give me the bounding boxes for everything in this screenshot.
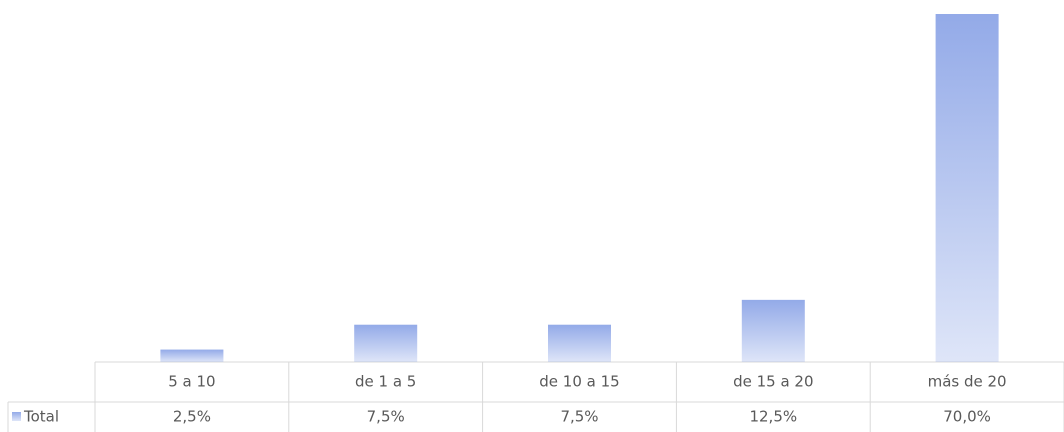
- value-label: 2,5%: [173, 408, 211, 426]
- legend-label: Total: [23, 408, 59, 426]
- category-label: más de 20: [928, 373, 1007, 391]
- category-label: de 10 a 15: [539, 373, 619, 391]
- legend-swatch: [12, 412, 21, 421]
- bar: [741, 299, 805, 362]
- bar: [354, 324, 418, 362]
- bar: [548, 324, 611, 362]
- category-label: de 1 a 5: [355, 373, 416, 391]
- value-label: 7,5%: [560, 408, 598, 426]
- category-label: 5 a 10: [168, 373, 215, 391]
- category-label: de 15 a 20: [733, 373, 813, 391]
- bar: [935, 14, 999, 362]
- value-label: 12,5%: [749, 408, 797, 426]
- bar: [160, 349, 224, 362]
- value-label: 7,5%: [367, 408, 405, 426]
- value-label: 70,0%: [943, 408, 991, 426]
